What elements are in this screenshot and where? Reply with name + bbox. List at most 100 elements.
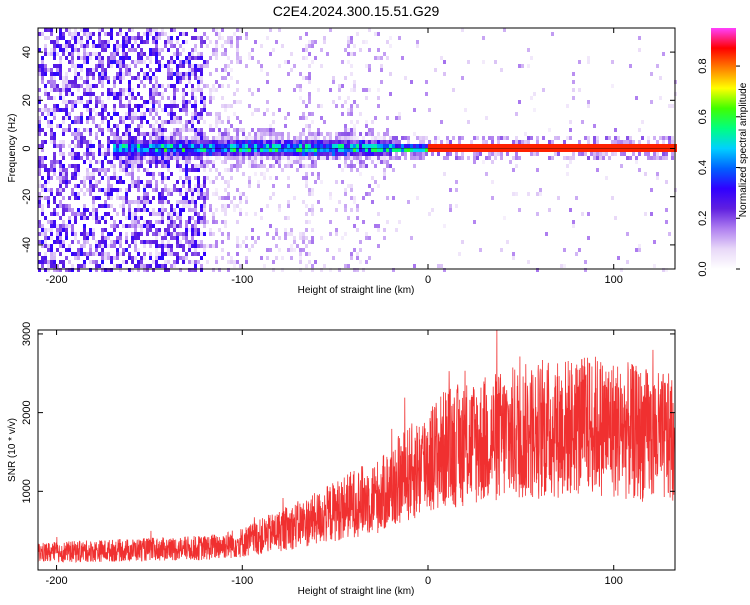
heatmap-cell bbox=[242, 136, 245, 140]
heatmap-cell bbox=[182, 200, 185, 204]
heatmap-cell bbox=[185, 56, 188, 60]
heatmap-cell bbox=[446, 156, 449, 160]
heatmap-cell bbox=[197, 188, 200, 192]
heatmap-cell bbox=[107, 184, 110, 188]
heatmap-cell bbox=[158, 140, 161, 144]
heatmap-cell bbox=[47, 92, 50, 96]
heatmap-cell bbox=[326, 248, 329, 252]
heatmap-cell bbox=[50, 128, 53, 132]
heatmap-cell bbox=[287, 140, 290, 144]
heatmap-cell bbox=[197, 112, 200, 116]
heatmap-cell bbox=[113, 96, 116, 100]
heatmap-cell bbox=[497, 140, 500, 144]
heatmap-cell bbox=[65, 108, 68, 112]
heatmap-cell bbox=[107, 76, 110, 80]
heatmap-cell bbox=[146, 64, 149, 68]
heatmap-cell bbox=[173, 60, 176, 64]
heatmap-cell bbox=[383, 140, 386, 144]
heatmap-cell bbox=[122, 196, 125, 200]
heatmap-cell bbox=[77, 96, 80, 100]
heatmap-cell bbox=[83, 192, 86, 196]
heatmap-cell bbox=[194, 204, 197, 208]
heatmap-x-tick-label: 0 bbox=[425, 274, 431, 286]
heatmap-cell bbox=[350, 120, 353, 124]
heatmap-cell bbox=[272, 156, 275, 160]
heatmap-cell bbox=[467, 148, 470, 152]
heatmap-cell bbox=[113, 52, 116, 56]
heatmap-cell bbox=[479, 248, 482, 252]
heatmap-cell bbox=[353, 52, 356, 56]
heatmap-cell bbox=[620, 144, 623, 148]
heatmap-cell bbox=[587, 140, 590, 144]
heatmap-cell bbox=[128, 216, 131, 220]
heatmap-cell bbox=[185, 152, 188, 156]
heatmap-cell bbox=[107, 32, 110, 36]
heatmap-cell bbox=[305, 244, 308, 248]
heatmap-cell bbox=[251, 228, 254, 232]
heatmap-cell bbox=[161, 108, 164, 112]
heatmap-cell bbox=[206, 220, 209, 224]
heatmap-cell bbox=[38, 192, 41, 196]
heatmap-cell bbox=[185, 188, 188, 192]
heatmap-cell bbox=[140, 68, 143, 72]
heatmap-cell bbox=[662, 136, 665, 140]
heatmap-cell bbox=[452, 88, 455, 92]
heatmap-cell bbox=[200, 116, 203, 120]
heatmap-cell bbox=[200, 36, 203, 40]
heatmap-cell bbox=[83, 260, 86, 264]
heatmap-cell bbox=[314, 160, 317, 164]
heatmap-cell bbox=[77, 120, 80, 124]
heatmap-cell bbox=[59, 172, 62, 176]
heatmap-cell bbox=[215, 68, 218, 72]
heatmap-cell bbox=[107, 60, 110, 64]
heatmap-cell bbox=[140, 228, 143, 232]
heatmap-cell bbox=[209, 140, 212, 144]
heatmap-cell bbox=[161, 200, 164, 204]
heatmap-cell bbox=[422, 156, 425, 160]
heatmap-cell bbox=[329, 268, 332, 272]
heatmap-cell bbox=[668, 104, 671, 108]
snr-x-label: Height of straight line (km) bbox=[298, 586, 415, 597]
heatmap-cell bbox=[125, 188, 128, 192]
heatmap-cell bbox=[578, 88, 581, 92]
heatmap-cell bbox=[299, 116, 302, 120]
heatmap-cell bbox=[149, 32, 152, 36]
heatmap-cell bbox=[593, 124, 596, 128]
heatmap-cell bbox=[158, 64, 161, 68]
heatmap-cell bbox=[515, 144, 518, 148]
heatmap-cell bbox=[197, 144, 200, 148]
heatmap-cell bbox=[521, 64, 524, 68]
heatmap-cell bbox=[137, 84, 140, 88]
heatmap-cell bbox=[305, 212, 308, 216]
heatmap-cell bbox=[176, 136, 179, 140]
heatmap-cell bbox=[137, 124, 140, 128]
heatmap-cell bbox=[356, 252, 359, 256]
heatmap-cell bbox=[215, 124, 218, 128]
heatmap-x-tick-label: 100 bbox=[605, 274, 623, 286]
heatmap-cell bbox=[107, 244, 110, 248]
heatmap-cell bbox=[419, 140, 422, 144]
heatmap-cell bbox=[368, 192, 371, 196]
heatmap-cell bbox=[188, 168, 191, 172]
heatmap-cell bbox=[344, 152, 347, 156]
heatmap-cell bbox=[179, 164, 182, 168]
heatmap-cell bbox=[50, 120, 53, 124]
heatmap-cell bbox=[62, 244, 65, 248]
heatmap-cell bbox=[68, 124, 71, 128]
heatmap-cell bbox=[203, 192, 206, 196]
heatmap-cell bbox=[386, 152, 389, 156]
heatmap-cell bbox=[140, 260, 143, 264]
heatmap-cell bbox=[257, 156, 260, 160]
heatmap-cell bbox=[92, 252, 95, 256]
heatmap-cell bbox=[164, 228, 167, 232]
heatmap-cell bbox=[320, 148, 323, 152]
heatmap-cell bbox=[317, 140, 320, 144]
heatmap-cell bbox=[38, 156, 41, 160]
heatmap-cell bbox=[74, 192, 77, 196]
heatmap-cell bbox=[638, 128, 641, 132]
heatmap-cell bbox=[620, 268, 623, 272]
heatmap-cell bbox=[362, 268, 365, 272]
heatmap-cell bbox=[293, 240, 296, 244]
heatmap-cell bbox=[662, 140, 665, 144]
heatmap-cell bbox=[203, 196, 206, 200]
